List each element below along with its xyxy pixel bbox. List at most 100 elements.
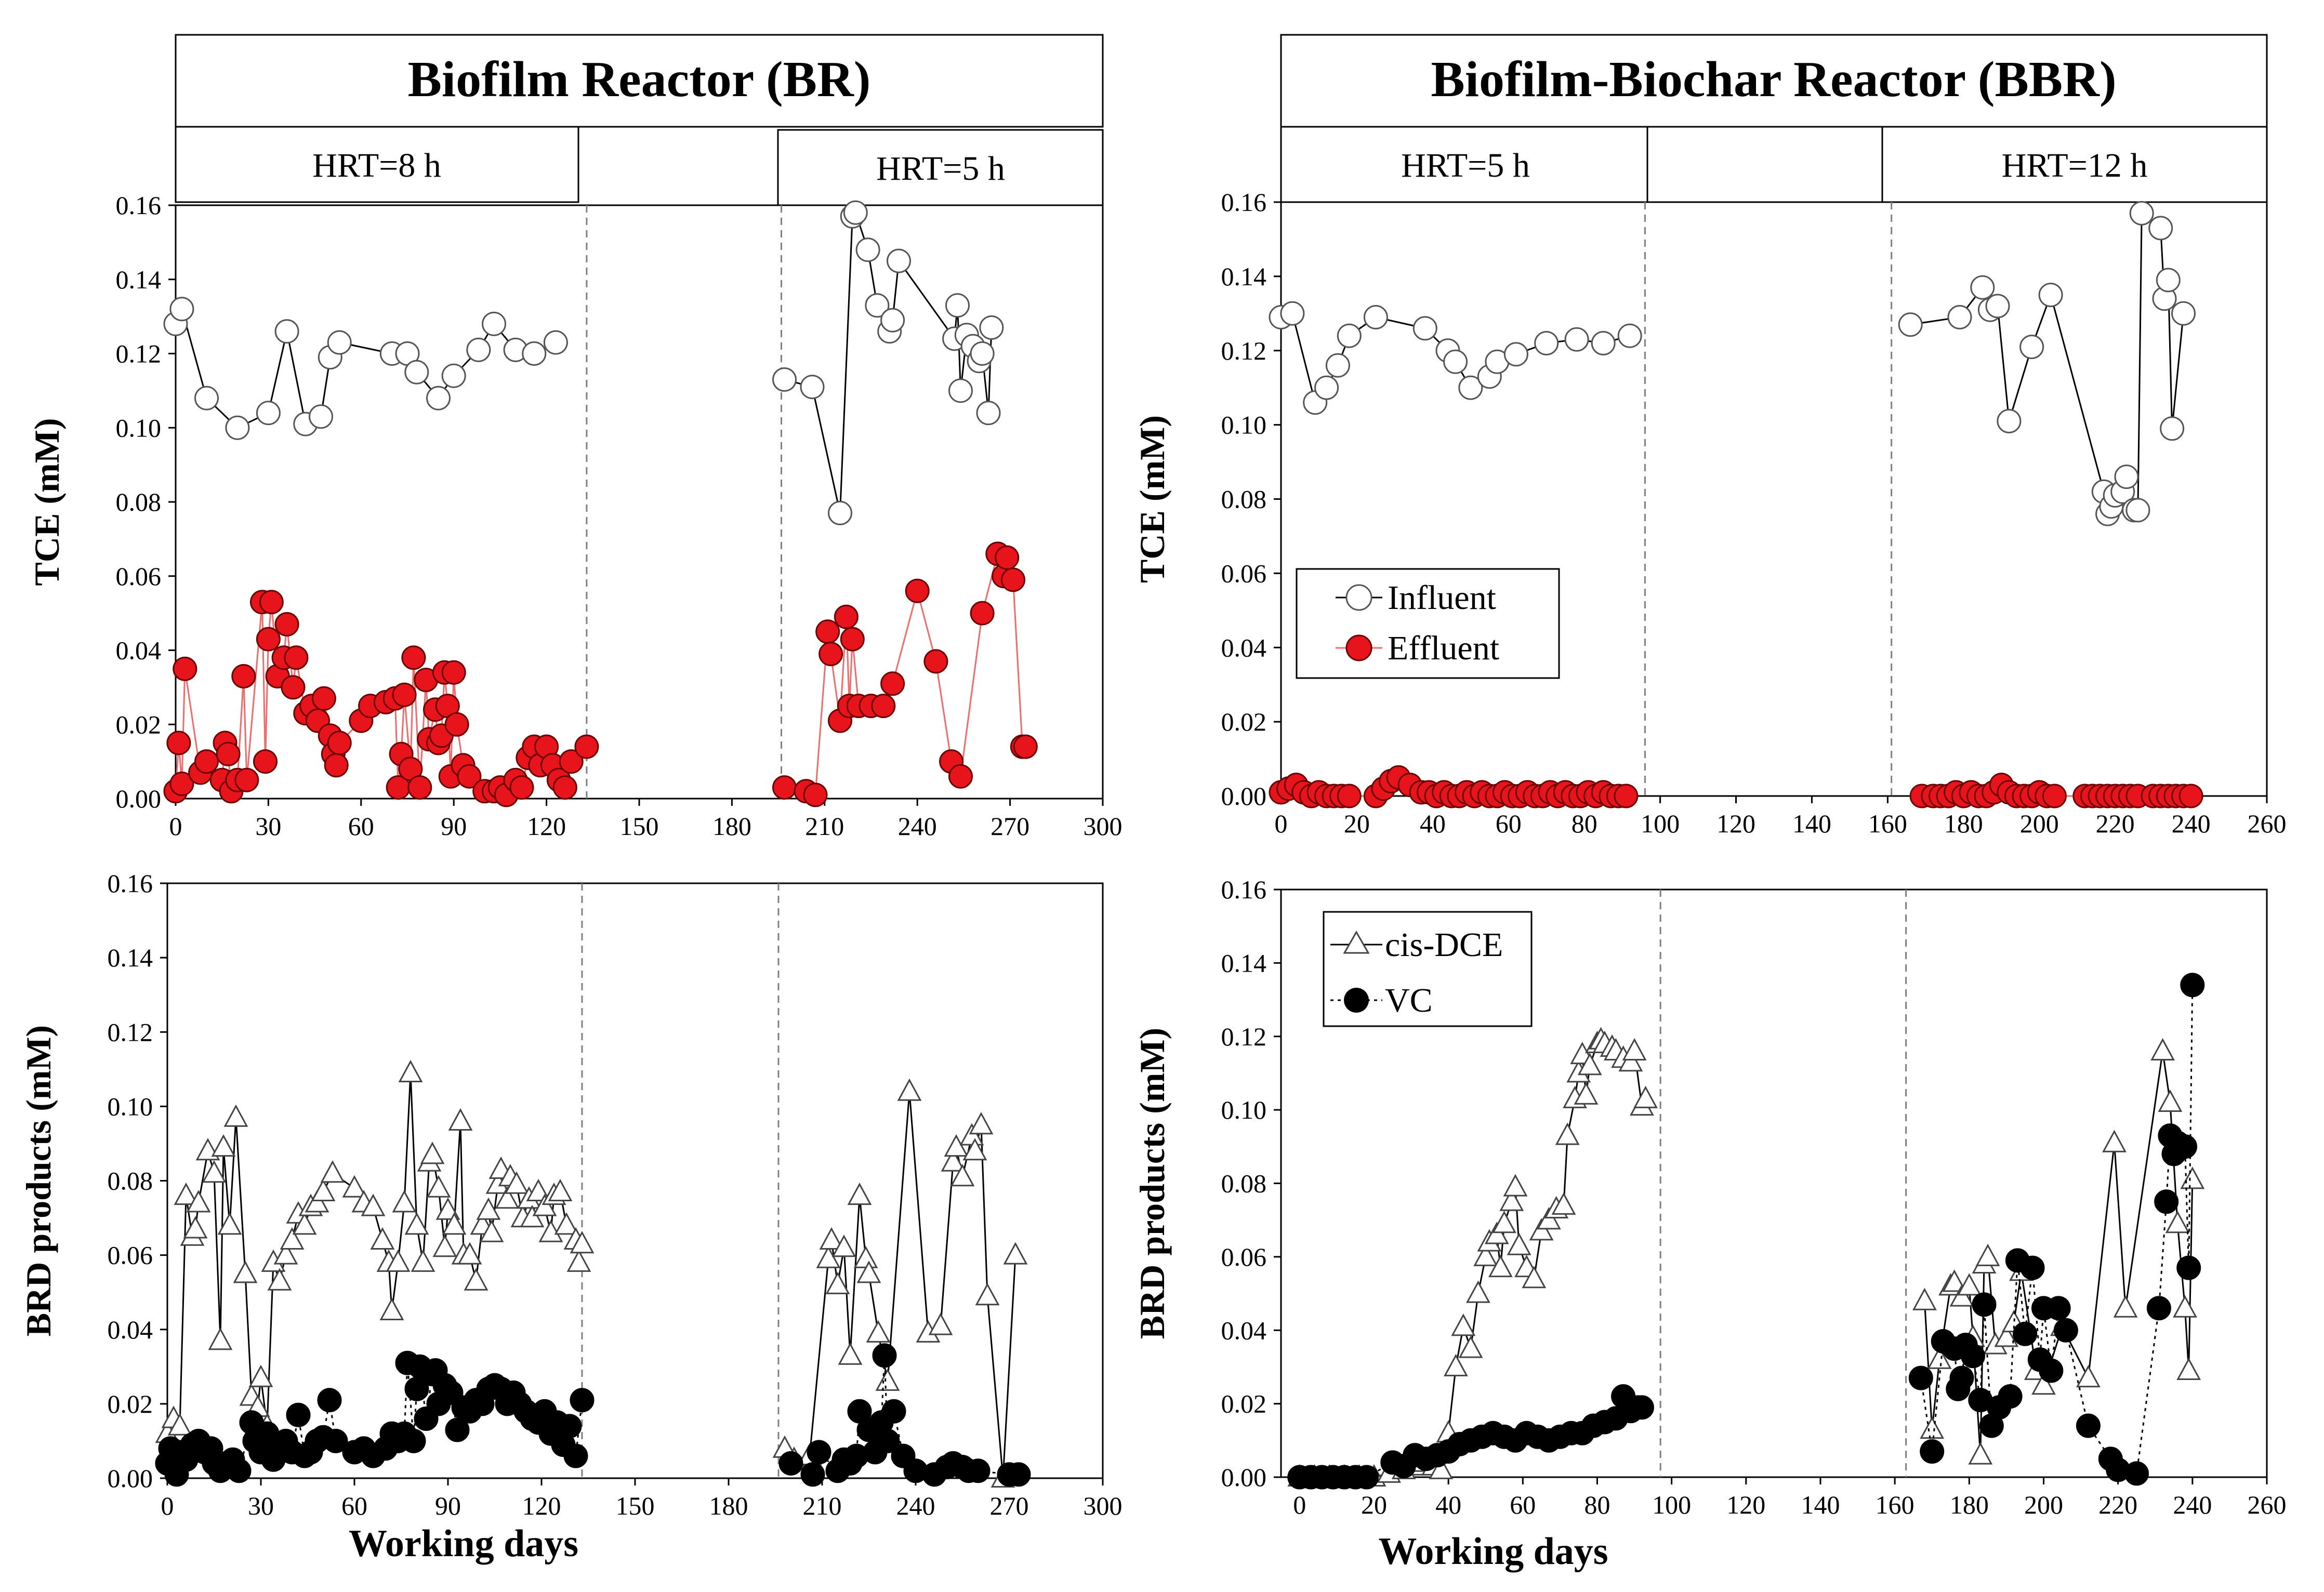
cis-dce-point [2176,1357,2201,1380]
influent-point [800,375,825,400]
br-title-box [175,34,1104,128]
x-tick-label: 160 [1868,809,1907,838]
cis-dce-point [411,1249,435,1272]
effluent-point [253,749,278,774]
influent-point [1898,312,1923,337]
vc-point [563,1443,588,1468]
x-tick-label: 30 [255,812,281,841]
y-tick-label: 0.06 [1221,1242,1267,1271]
effluent-point [234,767,259,792]
cis-dce-point [1551,1192,1576,1215]
x-tick-label: 20 [1344,809,1370,838]
influent-point [194,386,219,410]
y-tick-label: 0.02 [108,1389,153,1418]
y-tick-label: 0.16 [1221,875,1267,904]
effluent-series-line [784,551,1026,797]
influent-point [1314,375,1339,400]
vc-point [2020,1255,2045,1280]
vc-point [401,1428,426,1453]
vc-point [807,1440,831,1465]
influent-point [441,363,466,388]
y-tick-label: 0.00 [116,784,162,813]
legend-effluent-label: Effluent [1388,629,1499,667]
cis-dce-point [1492,1211,1516,1233]
effluent-point [284,645,309,670]
influent-point [274,319,299,344]
vc-point [2053,1318,2078,1343]
vc-point [2124,1461,2149,1486]
influent-point [828,500,852,525]
vc-point [2039,1358,2064,1383]
influent-point [2114,465,2139,489]
effluent-point [871,694,896,719]
cis-dce-point [370,1227,395,1250]
y-tick-label: 0.12 [1221,336,1267,365]
cis-dce-point [495,1186,520,1209]
effluent-point [815,619,840,644]
influent-point [1997,409,2022,433]
influent-point [2156,268,2181,293]
cis-dce-point [1429,1456,1454,1479]
x-axis-label: Working days [1378,1530,1608,1573]
x-tick-label: 40 [1435,1490,1461,1519]
x-tick-label: 270 [990,1491,1029,1520]
cis-dce-point [566,1249,591,1272]
cis-dce-point [398,1059,423,1082]
effluent-point [216,741,241,766]
x-tick-label: 220 [2098,1490,2137,1519]
cis-dce-point [554,1212,579,1235]
x-tick-label: 300 [1084,1491,1123,1520]
x-tick-label: 240 [2172,809,2211,838]
cis-dce-point [875,1368,900,1391]
y-tick-label: 0.02 [116,710,162,739]
cis-dce-point [248,1364,273,1387]
y-tick-label: 0.12 [116,339,162,368]
vc-point [1961,1344,1985,1369]
x-axis-label: Working days [349,1522,578,1565]
bbr-hrt-right-label: HRT=12 h [2002,147,2148,184]
cis-dce-point [1555,1122,1580,1145]
x-tick-label: 150 [616,1491,655,1520]
cis-dce-point [1949,1284,1974,1307]
x-tick-label: 260 [2248,1490,2287,1519]
cis-dce-point [2158,1089,2183,1112]
influent-point [2171,301,2196,326]
influent-point [426,386,451,410]
x-tick-label: 120 [527,812,566,841]
effluent-point [559,749,584,774]
influent-point [1534,331,1559,355]
cis-dce-point [183,1216,208,1239]
vc-point [1949,1365,1974,1390]
vc-point [1998,1384,2023,1409]
chart-bbr-brd: 0 20 40 60 80 100 120 140 160 180 200 220 240 260 0.00… [1132,875,2287,1573]
x-tick-label: 60 [1496,809,1522,838]
legend-vc-label: VC [1385,981,1433,1019]
effluent-point [194,749,219,774]
vc-point [1354,1465,1379,1490]
cis-dce-point [267,1268,292,1291]
cis-dce-point [1927,1346,1952,1369]
y-tick-label: 0.00 [1221,781,1267,811]
cis-dce-point [2180,1166,2205,1189]
cis-dce-point [174,1182,199,1205]
effluent-point [274,612,299,636]
y-tick-label: 0.16 [116,191,162,220]
vc-point [1972,1292,1997,1317]
effluent-point [173,656,197,681]
influent-point [1458,375,1483,400]
y-axis-label: BRD products (mM) [1132,1028,1172,1339]
x-tick-label: 120 [1716,809,1755,838]
influent-point [1591,331,1616,355]
x-tick-label: 20 [1361,1490,1387,1519]
cis-dce-point [479,1219,504,1242]
cis-dce-point [532,1193,557,1216]
legend-influent-marker [1345,584,1372,611]
effluent-point [166,731,191,755]
influent-point [482,311,506,336]
bbr-hrt-left-label: HRT=5 h [1401,147,1530,184]
vc-point [2173,1134,2197,1159]
x-tick-label: 240 [2173,1490,2212,1519]
cis-dce-point [847,1182,872,1205]
x-tick-label: 0 [1293,1490,1306,1519]
x-tick-label: 160 [1876,1490,1914,1519]
